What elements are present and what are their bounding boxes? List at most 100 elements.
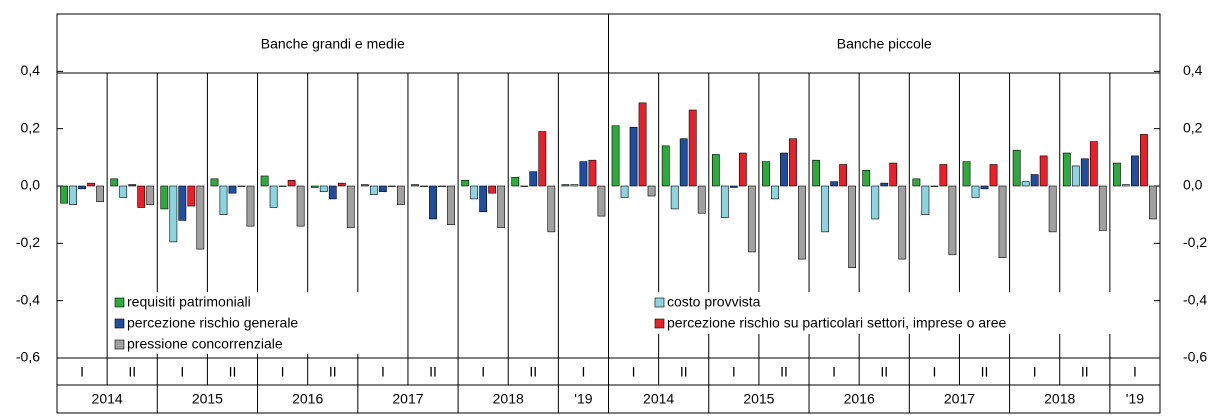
year-label: 2017 — [392, 391, 423, 407]
year-label: 2014 — [92, 391, 123, 407]
bar — [821, 185, 830, 233]
bar — [880, 182, 889, 187]
x-tick-label: II — [329, 364, 337, 380]
bar — [1021, 181, 1030, 187]
bar — [228, 185, 237, 194]
x-tick-label: I — [832, 364, 836, 380]
bar — [278, 185, 287, 187]
bar — [948, 185, 957, 256]
bar — [1071, 165, 1080, 187]
bar — [110, 178, 119, 187]
bar — [629, 126, 638, 187]
bar — [1131, 155, 1139, 187]
bar — [310, 185, 319, 188]
year-label: '19 — [1126, 391, 1144, 407]
x-tick-label: II — [529, 364, 537, 380]
bar — [461, 179, 470, 187]
bar — [898, 185, 907, 260]
year-label: 2017 — [944, 391, 975, 407]
x-tick-label: I — [381, 364, 385, 380]
bar — [688, 109, 697, 187]
bar — [561, 184, 570, 187]
bar — [839, 164, 848, 187]
bar — [579, 161, 588, 187]
year-label: 2018 — [493, 391, 524, 407]
bar — [661, 145, 670, 187]
bar — [87, 182, 95, 187]
bar — [597, 185, 606, 217]
bar — [720, 185, 729, 218]
x-tick-label: II — [680, 364, 688, 380]
bar — [762, 161, 770, 187]
bar — [529, 171, 538, 187]
y-tick-label-right: 0,0 — [1183, 177, 1203, 193]
y-tick-label-right: 0,4 — [1183, 62, 1203, 78]
bar — [396, 185, 405, 205]
bar — [369, 185, 378, 195]
legend-swatch — [114, 318, 125, 329]
y-tick-label-right: -0,6 — [1183, 349, 1207, 365]
bar — [287, 179, 296, 187]
bar — [921, 185, 930, 215]
year-label: 2018 — [1044, 391, 1075, 407]
bar — [1140, 134, 1148, 187]
bar — [980, 185, 989, 190]
bar — [830, 181, 839, 187]
bar — [447, 185, 455, 226]
bar — [1048, 185, 1057, 233]
bar — [798, 185, 806, 260]
bar — [538, 131, 547, 187]
legend-label: pressione concorrenziale — [127, 336, 283, 352]
x-tick-label: I — [1033, 364, 1037, 380]
bar — [319, 185, 328, 193]
bar — [511, 177, 520, 187]
bar — [260, 175, 269, 187]
panel-title: Banche piccole — [837, 36, 932, 52]
x-tick-label: I — [932, 364, 936, 380]
bar — [912, 178, 921, 187]
bar — [862, 169, 871, 187]
bar — [328, 185, 337, 200]
bar — [697, 185, 706, 214]
bar — [1039, 155, 1048, 187]
x-tick-label: II — [981, 364, 989, 380]
bar — [387, 185, 396, 187]
legend-bg — [110, 292, 360, 354]
bar — [411, 184, 419, 187]
year-label: '19 — [574, 391, 592, 407]
x-tick-label: II — [780, 364, 788, 380]
year-label: 2015 — [192, 391, 223, 407]
legend-label: requisiti patrimoniali — [127, 294, 251, 310]
bar — [146, 185, 155, 205]
bar — [611, 125, 620, 187]
bar — [812, 159, 821, 187]
bar — [520, 185, 529, 187]
bar — [570, 184, 579, 187]
y-tick-label: -0,4 — [16, 291, 40, 307]
x-tick-label: I — [732, 364, 736, 380]
bar — [1012, 149, 1021, 187]
bar — [429, 185, 437, 220]
bar — [169, 185, 178, 243]
bar — [1089, 141, 1098, 187]
x-tick-label: I — [1133, 364, 1137, 380]
x-tick-label: II — [429, 364, 437, 380]
bar — [378, 185, 387, 193]
bar — [1080, 158, 1089, 187]
bar — [789, 138, 797, 187]
x-tick-label: II — [880, 364, 888, 380]
bar — [160, 185, 169, 210]
bar — [848, 185, 857, 268]
bar — [246, 185, 255, 227]
bar — [479, 185, 488, 213]
bar — [60, 185, 68, 204]
bar — [96, 185, 104, 203]
bar — [119, 185, 128, 198]
bar — [588, 159, 597, 187]
bar — [1113, 162, 1121, 187]
x-tick-label: I — [80, 364, 84, 380]
bar — [547, 185, 556, 233]
legend-label: percezione rischio generale — [127, 315, 298, 331]
bar — [360, 184, 369, 187]
